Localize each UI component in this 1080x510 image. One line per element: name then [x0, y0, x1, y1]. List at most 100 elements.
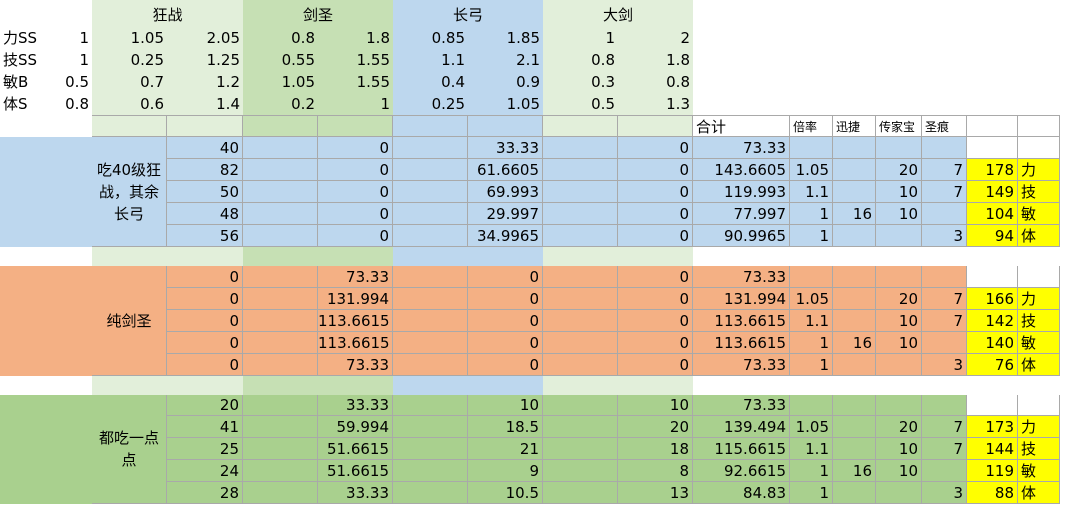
result-stat: 敏 [1018, 460, 1060, 482]
val-stigma: 7 [922, 438, 967, 460]
val-empty [393, 137, 468, 159]
header-total: 合计 [693, 115, 790, 137]
val-empty [393, 395, 468, 416]
val-stigma [922, 460, 967, 482]
header-cell [1018, 115, 1060, 137]
val-stigma [922, 395, 967, 416]
result-stat [1018, 395, 1060, 416]
weapon-header: 狂战 [152, 6, 183, 24]
val-stigma: 3 [922, 482, 967, 504]
weapon-coef-low: 1 [605, 29, 615, 47]
result-value: 94 [967, 225, 1018, 247]
val-berserker: 41 [167, 416, 243, 438]
weapon-coef-high: 2 [680, 29, 690, 47]
val-empty [243, 482, 318, 504]
val-longbow: 10.5 [468, 482, 543, 504]
val-stigma: 3 [922, 225, 967, 247]
val-longbow: 10 [468, 395, 543, 416]
val-rate: 1 [790, 203, 833, 225]
val-heirloom [876, 225, 922, 247]
val-berserker: 0 [167, 288, 243, 310]
val-heirloom: 10 [876, 332, 922, 354]
val-longbow: 0 [468, 288, 543, 310]
val-empty [543, 225, 618, 247]
weapon-coef-low: 0.3 [591, 73, 615, 91]
val-rate [790, 137, 833, 159]
weapon-coef-low: 1.05 [281, 73, 315, 91]
weapon-coef-low: 0.85 [431, 29, 465, 47]
val-total: 139.494 [693, 416, 790, 438]
val-longbow: 9 [468, 460, 543, 482]
val-rate: 1.05 [790, 288, 833, 310]
val-swordmaster: 0 [318, 159, 393, 181]
val-swordmaster: 131.994 [318, 288, 393, 310]
val-rate [790, 266, 833, 288]
result-stat: 力 [1018, 416, 1060, 438]
header-agile: 迅捷 [833, 115, 876, 137]
weapon-coef-high: 1.8 [666, 51, 690, 69]
result-stat: 技 [1018, 438, 1060, 460]
val-rate: 1.05 [790, 159, 833, 181]
val-stigma [922, 332, 967, 354]
val-empty [543, 460, 618, 482]
val-heirloom [876, 266, 922, 288]
val-heirloom [876, 137, 922, 159]
val-agile [833, 416, 876, 438]
param-label: 力SS [3, 29, 38, 47]
header-cell [393, 115, 468, 137]
weapon-header: 大剑 [602, 6, 633, 24]
val-swordmaster: 0 [318, 137, 393, 159]
weapon-coef-low: 0.6 [140, 95, 164, 113]
result-value: 76 [967, 354, 1018, 376]
val-heirloom [876, 395, 922, 416]
weapon-coef-low: 0.25 [130, 51, 164, 69]
val-greatsword: 13 [618, 482, 693, 504]
val-heirloom [876, 354, 922, 376]
val-empty [243, 438, 318, 460]
result-value: 149 [967, 181, 1018, 203]
weapon-coef-high: 1.25 [206, 51, 240, 69]
val-berserker: 24 [167, 460, 243, 482]
val-rate: 1 [790, 354, 833, 376]
header-cell [468, 115, 543, 137]
val-empty [243, 416, 318, 438]
result-value [967, 395, 1018, 416]
val-stigma: 7 [922, 416, 967, 438]
weapon-coef-low: 0.4 [441, 73, 465, 91]
val-heirloom: 10 [876, 203, 922, 225]
val-empty [543, 137, 618, 159]
result-value [967, 137, 1018, 159]
val-empty [243, 395, 318, 416]
block-label: 都吃一点点 [92, 395, 167, 504]
val-agile: 16 [833, 460, 876, 482]
val-heirloom: 20 [876, 288, 922, 310]
val-total: 113.6615 [693, 332, 790, 354]
result-value: 142 [967, 310, 1018, 332]
val-greatsword: 0 [618, 159, 693, 181]
val-heirloom: 10 [876, 438, 922, 460]
val-empty [243, 225, 318, 247]
val-longbow: 0 [468, 354, 543, 376]
val-empty [543, 181, 618, 203]
result-stat: 技 [1018, 310, 1060, 332]
result-value: 104 [967, 203, 1018, 225]
val-berserker: 40 [167, 137, 243, 159]
val-berserker: 28 [167, 482, 243, 504]
result-value [967, 266, 1018, 288]
val-stigma [922, 266, 967, 288]
val-agile [833, 310, 876, 332]
val-heirloom: 10 [876, 181, 922, 203]
val-stigma: 7 [922, 310, 967, 332]
val-greatsword: 0 [618, 203, 693, 225]
val-greatsword: 0 [618, 332, 693, 354]
result-value: 178 [967, 159, 1018, 181]
weapon-header: 长弓 [452, 6, 483, 24]
header-cell [618, 115, 693, 137]
result-value: 88 [967, 482, 1018, 504]
val-agile [833, 288, 876, 310]
val-berserker: 0 [167, 266, 243, 288]
val-total: 90.9965 [693, 225, 790, 247]
weapon-band [243, 376, 393, 395]
weapon-coef-high: 1.85 [506, 29, 540, 47]
val-swordmaster: 73.33 [318, 354, 393, 376]
